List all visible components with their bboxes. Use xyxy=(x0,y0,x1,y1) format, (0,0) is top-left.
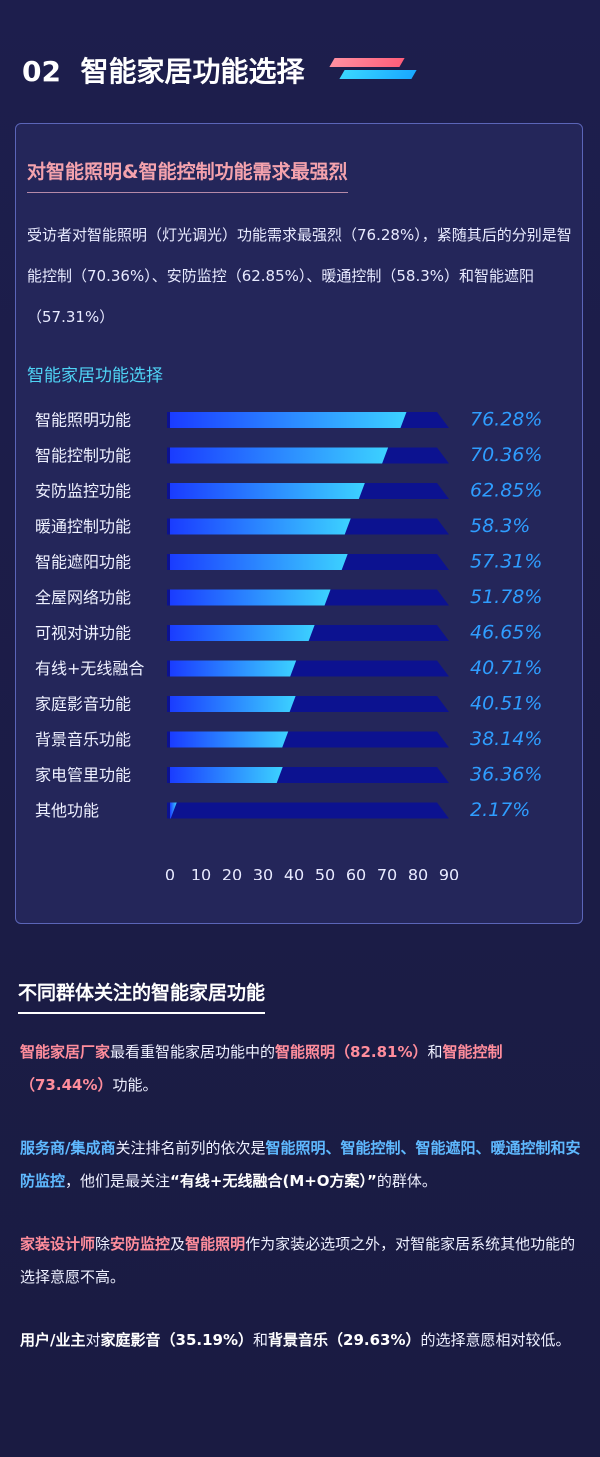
x-tick-label: 30 xyxy=(253,866,273,881)
decor-bar xyxy=(329,58,405,67)
text-run: 对 xyxy=(85,1331,101,1349)
x-tick-label: 90 xyxy=(439,866,459,881)
bar xyxy=(170,696,296,712)
x-tick-label: 10 xyxy=(191,866,211,881)
text-run: 及 xyxy=(170,1235,186,1253)
data-label: 2.17% xyxy=(470,799,530,821)
text-run: 家装设计师 xyxy=(20,1235,96,1253)
bar xyxy=(170,660,297,677)
text-run: 功能。 xyxy=(112,1076,158,1094)
y-tick-label: 家庭影音功能 xyxy=(35,695,131,714)
x-tick-label: 70 xyxy=(377,866,397,881)
x-tick-label: 0 xyxy=(165,866,175,881)
bar xyxy=(170,447,389,464)
y-tick-label: 智能控制功能 xyxy=(35,446,131,465)
bar xyxy=(170,518,351,535)
chart: 智能家居功能选择 0 10 20 30 40 50 60 70 80 90 智能照明功能 76.28%… xyxy=(27,366,542,881)
y-tick-label: 可视对讲功能 xyxy=(35,624,131,643)
paragraph: 家装设计师除安防监控及智能照明作为家装必选项之外，对智能家居系统其他功能的选择意… xyxy=(20,1228,582,1294)
text-run: 用户/业主 xyxy=(20,1331,86,1349)
data-label: 36.36% xyxy=(470,764,542,786)
y-tick-label: 有线+无线融合 xyxy=(35,659,144,678)
bar xyxy=(170,589,331,606)
text-run: ，他们是最关注 xyxy=(65,1172,171,1190)
bar xyxy=(170,767,283,783)
data-label: 70.36% xyxy=(470,444,542,466)
text-run: 最看重智能家居功能中的 xyxy=(110,1043,276,1061)
page-header: 02 智能家居功能选择 xyxy=(22,50,304,90)
data-label: 62.85% xyxy=(470,480,542,502)
bar xyxy=(170,802,177,819)
x-tick-label: 60 xyxy=(346,866,366,881)
y-tick-label: 家电管里功能 xyxy=(35,766,131,785)
y-tick-label: 全屋网络功能 xyxy=(35,588,131,607)
data-label: 46.65% xyxy=(470,622,542,644)
text-run: 关注排名前列的依次是 xyxy=(115,1139,266,1157)
bar xyxy=(170,625,315,641)
bar xyxy=(170,412,407,428)
data-label: 40.71% xyxy=(470,657,542,679)
bar xyxy=(170,483,365,499)
section-heading: 不同群体关注的智能家居功能 xyxy=(18,978,266,1014)
bar xyxy=(170,731,289,748)
text-run: 和 xyxy=(252,1331,268,1349)
data-label: 51.78% xyxy=(470,586,542,608)
x-tick-label: 40 xyxy=(284,866,304,881)
y-tick-label: 智能遮阳功能 xyxy=(35,553,131,572)
y-tick-label: 安防监控功能 xyxy=(35,482,131,501)
data-label: 38.14% xyxy=(470,728,542,750)
text-run: 智能照明 xyxy=(185,1235,246,1253)
card-paragraph: 受访者对智能照明（灯光调光）功能需求最强烈（76.28%），紧随其后的分别是智能… xyxy=(27,226,572,326)
x-tick-label: 80 xyxy=(408,866,428,881)
text-run: 和 xyxy=(427,1043,443,1061)
text-run: 的选择意愿相对较低。 xyxy=(420,1331,571,1349)
bar xyxy=(170,554,348,570)
text-run: 作为家装必选项之外，对智能家居系统其他功能的选择意愿不高。 xyxy=(20,1235,576,1286)
paragraph: 服务商/集成商关注排名前列的依次是智能照明、智能控制、智能遮阳、暖通控制和安防监… xyxy=(20,1132,582,1198)
text-run: 智能照明、智能控制、智能遮阳、暖通控制和安防监控 xyxy=(20,1139,581,1190)
text-run: 除 xyxy=(95,1235,111,1253)
data-label: 57.31% xyxy=(470,551,542,573)
x-tick-label: 20 xyxy=(222,866,242,881)
data-label: 76.28% xyxy=(470,409,542,431)
y-tick-label: 其他功能 xyxy=(35,801,99,820)
chart-title: 智能家居功能选择 xyxy=(27,366,163,386)
text-run: 家庭影音（35.19%） xyxy=(100,1331,253,1349)
bar-track xyxy=(167,802,449,819)
decor-bar xyxy=(339,70,417,79)
text-run: 安防监控 xyxy=(110,1235,171,1253)
text-run: 服务商/集成商 xyxy=(20,1139,116,1157)
text-run: “有线+无线融合(M+O方案）” xyxy=(170,1172,377,1190)
section-title: 智能家居功能选择 xyxy=(80,55,305,88)
data-label: 58.3% xyxy=(470,515,530,537)
card-heading: 对智能照明&智能控制功能需求最强烈 xyxy=(27,157,348,193)
text-run: 智能家居厂家 xyxy=(20,1043,111,1061)
paragraph: 用户/业主对家庭影音（35.19%）和背景音乐（29.63%）的选择意愿相对较低… xyxy=(20,1324,582,1357)
section-number: 02 xyxy=(22,55,61,88)
y-tick-label: 背景音乐功能 xyxy=(35,730,131,749)
paragraph: 智能家居厂家最看重智能家居功能中的智能照明（82.81%）和智能控制（73.44… xyxy=(20,1036,582,1102)
x-tick-label: 50 xyxy=(315,866,335,881)
text-run: 智能控制（73.44%） xyxy=(20,1043,503,1094)
text-run: 的群体。 xyxy=(376,1172,437,1190)
data-label: 40.51% xyxy=(470,693,542,715)
text-run: 智能照明（82.81%） xyxy=(275,1043,428,1061)
y-tick-label: 暖通控制功能 xyxy=(35,517,131,536)
text-run: 背景音乐（29.63%） xyxy=(268,1331,421,1349)
y-tick-label: 智能照明功能 xyxy=(35,411,131,430)
